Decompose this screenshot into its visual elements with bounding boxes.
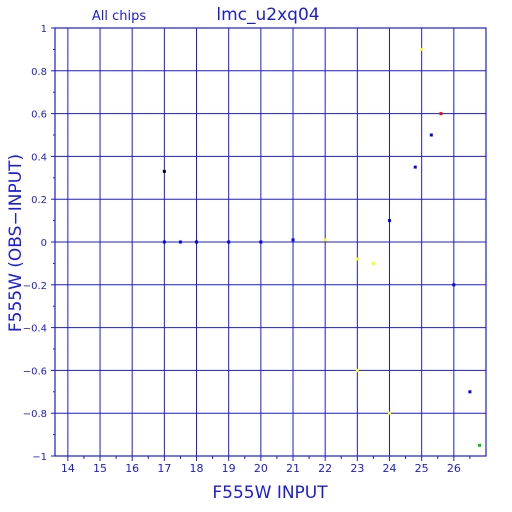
x-tick-label: 18 <box>190 462 204 475</box>
x-tick-label: 15 <box>93 462 107 475</box>
x-tick-label: 14 <box>61 462 75 475</box>
data-point <box>413 165 417 169</box>
y-tick-label: 0.4 <box>31 152 47 163</box>
data-point <box>371 261 375 265</box>
data-point <box>388 219 392 223</box>
data-point <box>162 169 166 173</box>
x-tick-label: 21 <box>286 462 300 475</box>
data-point <box>429 133 433 137</box>
data-point <box>452 283 456 287</box>
y-tick-label: 1 <box>41 24 47 35</box>
chart-subtitle: All chips <box>92 9 146 24</box>
y-tick-label: −0.6 <box>23 366 47 377</box>
x-tick-label: 22 <box>318 462 332 475</box>
data-point <box>388 411 392 415</box>
y-tick-label: −0.8 <box>23 409 47 420</box>
data-point <box>259 240 263 244</box>
data-point <box>323 238 327 242</box>
data-point <box>468 390 472 394</box>
data-point <box>439 112 443 116</box>
y-tick-label: 0.8 <box>31 67 47 78</box>
x-tick-label: 25 <box>415 462 429 475</box>
data-point <box>355 257 359 261</box>
x-tick-label: 26 <box>447 462 461 475</box>
y-tick-label: 0 <box>41 238 47 249</box>
data-point <box>355 368 359 372</box>
y-tick-label: −1 <box>32 452 47 463</box>
data-point <box>195 240 199 244</box>
y-tick-label: −0.4 <box>23 324 47 335</box>
x-axis-ticks: 14 15 16 17 18 19 20 21 22 23 24 25 26 <box>61 456 471 475</box>
data-point <box>420 47 424 51</box>
y-tick-label: −0.2 <box>23 281 47 292</box>
x-tick-label: 19 <box>222 462 236 475</box>
y-axis-ticks: −1 −0.8 −0.6 −0.4 −0.2 0 0.2 0.4 0.6 0.8 1 <box>23 24 55 463</box>
y-tick-label: 0.2 <box>31 195 47 206</box>
x-tick-label: 20 <box>254 462 268 475</box>
scatter-points <box>162 47 482 447</box>
y-axis-label: F555W (OBS−INPUT) <box>6 154 26 332</box>
x-tick-label: 23 <box>350 462 364 475</box>
x-axis-label: F555W INPUT <box>212 483 328 503</box>
data-point <box>291 238 295 242</box>
data-point <box>178 240 182 244</box>
x-tick-label: 24 <box>383 462 397 475</box>
data-point <box>162 240 166 244</box>
y-tick-label: 0.6 <box>31 110 47 121</box>
chart-title: lmc_u2xq04 <box>216 5 319 25</box>
data-point <box>478 443 482 447</box>
data-point <box>227 240 231 244</box>
x-tick-label: 17 <box>157 462 171 475</box>
x-tick-label: 16 <box>125 462 139 475</box>
